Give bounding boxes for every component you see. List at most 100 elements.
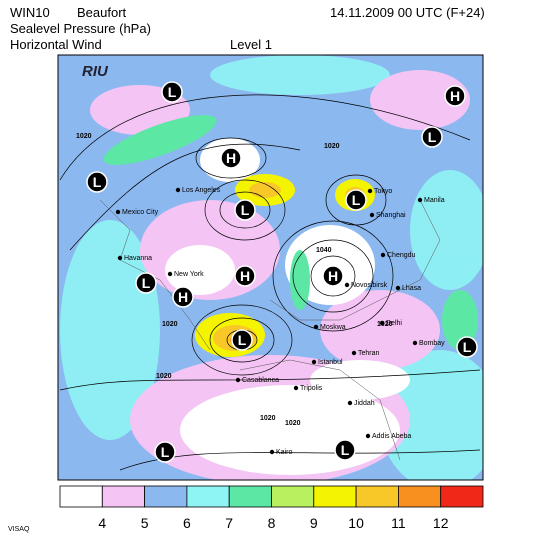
isobar-label: 1020 xyxy=(260,415,276,422)
city-dot xyxy=(395,285,401,291)
city-dot xyxy=(117,255,123,261)
city-label: Tokyo xyxy=(374,188,392,195)
city-label: Novosibirsk xyxy=(351,282,388,289)
colorbar-swatch xyxy=(440,485,484,508)
city-dot xyxy=(115,209,121,215)
field: Sealevel Pressure (hPa) xyxy=(10,21,151,36)
isobar-label: 1040 xyxy=(316,247,332,254)
colorbar-swatch xyxy=(397,485,442,508)
pressure-center-disc xyxy=(322,265,344,287)
level: Level 1 xyxy=(230,37,272,52)
map-field xyxy=(58,55,483,480)
pressure-center: L xyxy=(161,444,170,460)
city-label: Lhasa xyxy=(402,285,421,292)
isobar-label: 1020 xyxy=(156,373,172,380)
pressure-center-disc xyxy=(154,441,176,463)
pressure-center-disc xyxy=(234,265,256,287)
colorbar-label: 12 xyxy=(433,515,449,531)
pressure-center-disc xyxy=(444,85,466,107)
city-dot xyxy=(311,359,317,365)
isobar-label: 1020 xyxy=(377,321,393,328)
isobar-label: 1020 xyxy=(162,321,178,328)
city-label: Los Angeles xyxy=(182,187,221,194)
pressure-center-disc xyxy=(172,286,194,308)
colorbar-swatch xyxy=(271,485,315,508)
isobar-label: 1020 xyxy=(76,133,92,140)
isobar-label: 1020 xyxy=(324,143,340,150)
pressure-center: H xyxy=(226,150,236,166)
pressure-center-disc xyxy=(334,439,356,461)
city-label: Kairo xyxy=(276,449,292,456)
pressure-center: L xyxy=(341,442,350,458)
pressure-center: H xyxy=(178,289,188,305)
city-label: Jiddah xyxy=(354,400,375,407)
colorbar-label: 6 xyxy=(183,515,191,531)
city-dot xyxy=(347,400,353,406)
pressure-center-disc xyxy=(231,329,253,351)
city-label: Casablanca xyxy=(242,377,279,384)
colorbar-swatch xyxy=(59,485,103,508)
city-label: New York xyxy=(174,271,204,278)
model: WIN10 xyxy=(10,5,50,20)
colorbar-swatch xyxy=(144,485,188,508)
city-label: Moskwa xyxy=(320,324,346,331)
pressure-center: L xyxy=(238,332,247,348)
pressure-center-disc xyxy=(161,81,183,103)
city-label: Addis Abeba xyxy=(372,433,411,440)
city-dot xyxy=(365,433,371,439)
city-dot xyxy=(417,197,423,203)
city-label: Tehran xyxy=(358,350,380,357)
colorbar-label: 7 xyxy=(225,515,233,531)
colorbar-swatch xyxy=(101,485,146,508)
colorbar-swatch xyxy=(313,485,357,508)
city-dot xyxy=(167,271,173,277)
map-frame xyxy=(57,54,484,481)
pressure-center-disc xyxy=(234,199,256,221)
pressure-center-disc xyxy=(421,126,443,148)
colorbar-swatch xyxy=(228,485,272,508)
city-dot xyxy=(367,188,373,194)
pressure-center: L xyxy=(93,174,102,190)
colorbar-label: 4 xyxy=(98,515,106,531)
city-dot xyxy=(235,377,241,383)
city-dot xyxy=(369,212,375,218)
city-dot xyxy=(344,282,350,288)
pressure-center-disc xyxy=(86,171,108,193)
city-label: Havanna xyxy=(124,255,152,262)
pressure-center: L xyxy=(142,275,151,291)
colorbar-label: 9 xyxy=(310,515,318,531)
pressure-center: H xyxy=(450,88,460,104)
city-label: Mexico City xyxy=(122,209,159,216)
pressure-center: L xyxy=(241,202,250,218)
city-label: Delhi xyxy=(386,320,402,327)
pressure-center: L xyxy=(463,339,472,355)
logo: RIU xyxy=(82,63,109,80)
pressure-center: L xyxy=(168,84,177,100)
colorbar-label: 10 xyxy=(348,515,364,531)
city-label: Bombay xyxy=(419,340,445,347)
wind: Horizontal Wind xyxy=(10,37,102,52)
city-dot xyxy=(269,449,275,455)
colorbar-swatch xyxy=(355,485,399,508)
colorbar-label: 11 xyxy=(391,515,406,531)
city-dot xyxy=(380,252,386,258)
unit: Beaufort xyxy=(77,5,127,20)
colorbar-label: 5 xyxy=(141,515,149,531)
date: 14.11.2009 00 UTC (F+24) xyxy=(330,5,485,20)
pressure-center: H xyxy=(240,268,250,284)
colorbar-swatch xyxy=(186,485,230,508)
city-dot xyxy=(293,385,299,391)
pressure-center-disc xyxy=(135,272,157,294)
pressure-center: H xyxy=(328,268,338,284)
city-dot xyxy=(379,320,385,326)
footer: VISAQ xyxy=(8,526,30,533)
city-label: Istanbul xyxy=(318,359,343,366)
colorbar-label: 8 xyxy=(268,515,276,531)
city-label: Tripolis xyxy=(300,385,323,392)
city-label: Manila xyxy=(424,197,445,204)
pressure-center-disc xyxy=(345,189,367,211)
city-dot xyxy=(351,350,357,356)
city-dot xyxy=(412,340,418,346)
pressure-center-disc xyxy=(220,147,242,169)
